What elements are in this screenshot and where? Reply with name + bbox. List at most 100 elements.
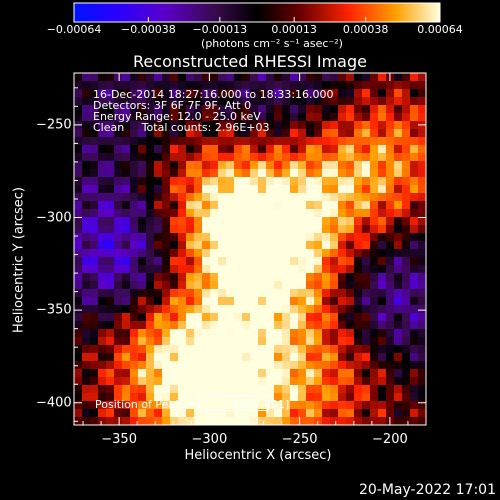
heatmap-cell	[314, 233, 323, 242]
heatmap-cell	[242, 305, 251, 314]
heatmap-cell	[378, 409, 387, 418]
heatmap-cell	[274, 193, 283, 202]
heatmap-cell	[194, 113, 203, 122]
heatmap-cell	[306, 393, 315, 402]
heatmap-cell	[146, 233, 155, 242]
heatmap-cell	[370, 321, 379, 330]
heatmap-cell	[178, 177, 187, 186]
heatmap-cell	[194, 209, 203, 218]
heatmap-cell	[146, 193, 155, 202]
heatmap-cell	[282, 81, 291, 90]
heatmap-cell	[338, 217, 347, 226]
heatmap-cell	[242, 265, 251, 274]
heatmap-cell	[410, 217, 419, 226]
heatmap-cell	[82, 113, 91, 122]
heatmap-cell	[386, 249, 395, 258]
heatmap-cell	[234, 329, 243, 338]
heatmap-cell	[258, 257, 267, 266]
heatmap-cell	[378, 145, 387, 154]
heatmap-cell	[370, 337, 379, 346]
heatmap-cell	[98, 329, 107, 338]
heatmap-cell	[322, 385, 331, 394]
heatmap-cell	[234, 97, 243, 106]
heatmap-cell	[410, 185, 419, 194]
heatmap-cell	[394, 369, 403, 378]
heatmap-cell	[330, 73, 339, 82]
heatmap-cell	[106, 209, 115, 218]
heatmap-cell	[242, 281, 251, 290]
heatmap-cell	[186, 89, 195, 98]
heatmap-cell	[338, 145, 347, 154]
heatmap-cell	[210, 161, 219, 170]
heatmap-cell	[202, 417, 211, 426]
heatmap-cell	[346, 129, 355, 138]
heatmap-cell	[282, 209, 291, 218]
heatmap-cell	[218, 385, 227, 394]
heatmap-cell	[74, 113, 83, 122]
heatmap-cell	[298, 201, 307, 210]
heatmap-cell	[346, 329, 355, 338]
heatmap-cell	[418, 369, 427, 378]
heatmap-cell	[122, 353, 131, 362]
heatmap-cell	[170, 377, 179, 386]
heatmap-cell	[114, 305, 123, 314]
heatmap-cell	[338, 233, 347, 242]
heatmap-cell	[210, 201, 219, 210]
heatmap-cell	[82, 233, 91, 242]
heatmap-cell	[226, 137, 235, 146]
heatmap-cell	[322, 113, 331, 122]
heatmap-cell	[90, 217, 99, 226]
heatmap-cell	[418, 305, 427, 314]
heatmap-cell	[90, 161, 99, 170]
heatmap-cell	[290, 401, 299, 410]
heatmap-cell	[106, 377, 115, 386]
y-tick-label: −400	[36, 395, 72, 411]
heatmap-cell	[170, 369, 179, 378]
heatmap-cell	[218, 257, 227, 266]
heatmap-cell	[266, 217, 275, 226]
heatmap-cell	[250, 73, 259, 82]
heatmap-cell	[266, 409, 275, 418]
heatmap-cell	[130, 73, 139, 82]
heatmap-cell	[322, 97, 331, 106]
heatmap-cell	[162, 377, 171, 386]
heatmap-cell	[290, 105, 299, 114]
heatmap-cell	[274, 329, 283, 338]
heatmap-cell	[394, 97, 403, 106]
heatmap-cell	[290, 233, 299, 242]
heatmap-cell	[282, 417, 291, 426]
heatmap-cell	[194, 249, 203, 258]
heatmap-cell	[322, 217, 331, 226]
heatmap-cell	[298, 81, 307, 90]
heatmap-cell	[378, 273, 387, 282]
heatmap-cell	[282, 121, 291, 130]
heatmap-cell	[114, 137, 123, 146]
heatmap-cell	[130, 81, 139, 90]
heatmap-cell	[210, 257, 219, 266]
heatmap-cell	[306, 97, 315, 106]
heatmap-cell	[410, 401, 419, 410]
heatmap-cell	[282, 249, 291, 258]
heatmap-cell	[242, 249, 251, 258]
heatmap-cell	[386, 377, 395, 386]
heatmap-cell	[154, 281, 163, 290]
heatmap-cell	[122, 329, 131, 338]
heatmap-cell	[346, 377, 355, 386]
heatmap-cell	[354, 121, 363, 130]
heatmap-cell	[202, 273, 211, 282]
heatmap-cell	[178, 337, 187, 346]
heatmap-cell	[394, 121, 403, 130]
y-tick-label: −300	[36, 210, 72, 225]
heatmap-cell	[106, 201, 115, 210]
heatmap-cell	[130, 369, 139, 378]
heatmap-cell	[418, 81, 427, 90]
heatmap-cell	[386, 329, 395, 338]
heatmap-cell	[178, 113, 187, 122]
heatmap-cell	[162, 209, 171, 218]
heatmap-cell	[218, 209, 227, 218]
heatmap-cell	[90, 241, 99, 250]
heatmap-cell	[106, 289, 115, 298]
heatmap-cell	[322, 169, 331, 178]
heatmap-cell	[282, 129, 291, 138]
heatmap-cell	[346, 337, 355, 346]
